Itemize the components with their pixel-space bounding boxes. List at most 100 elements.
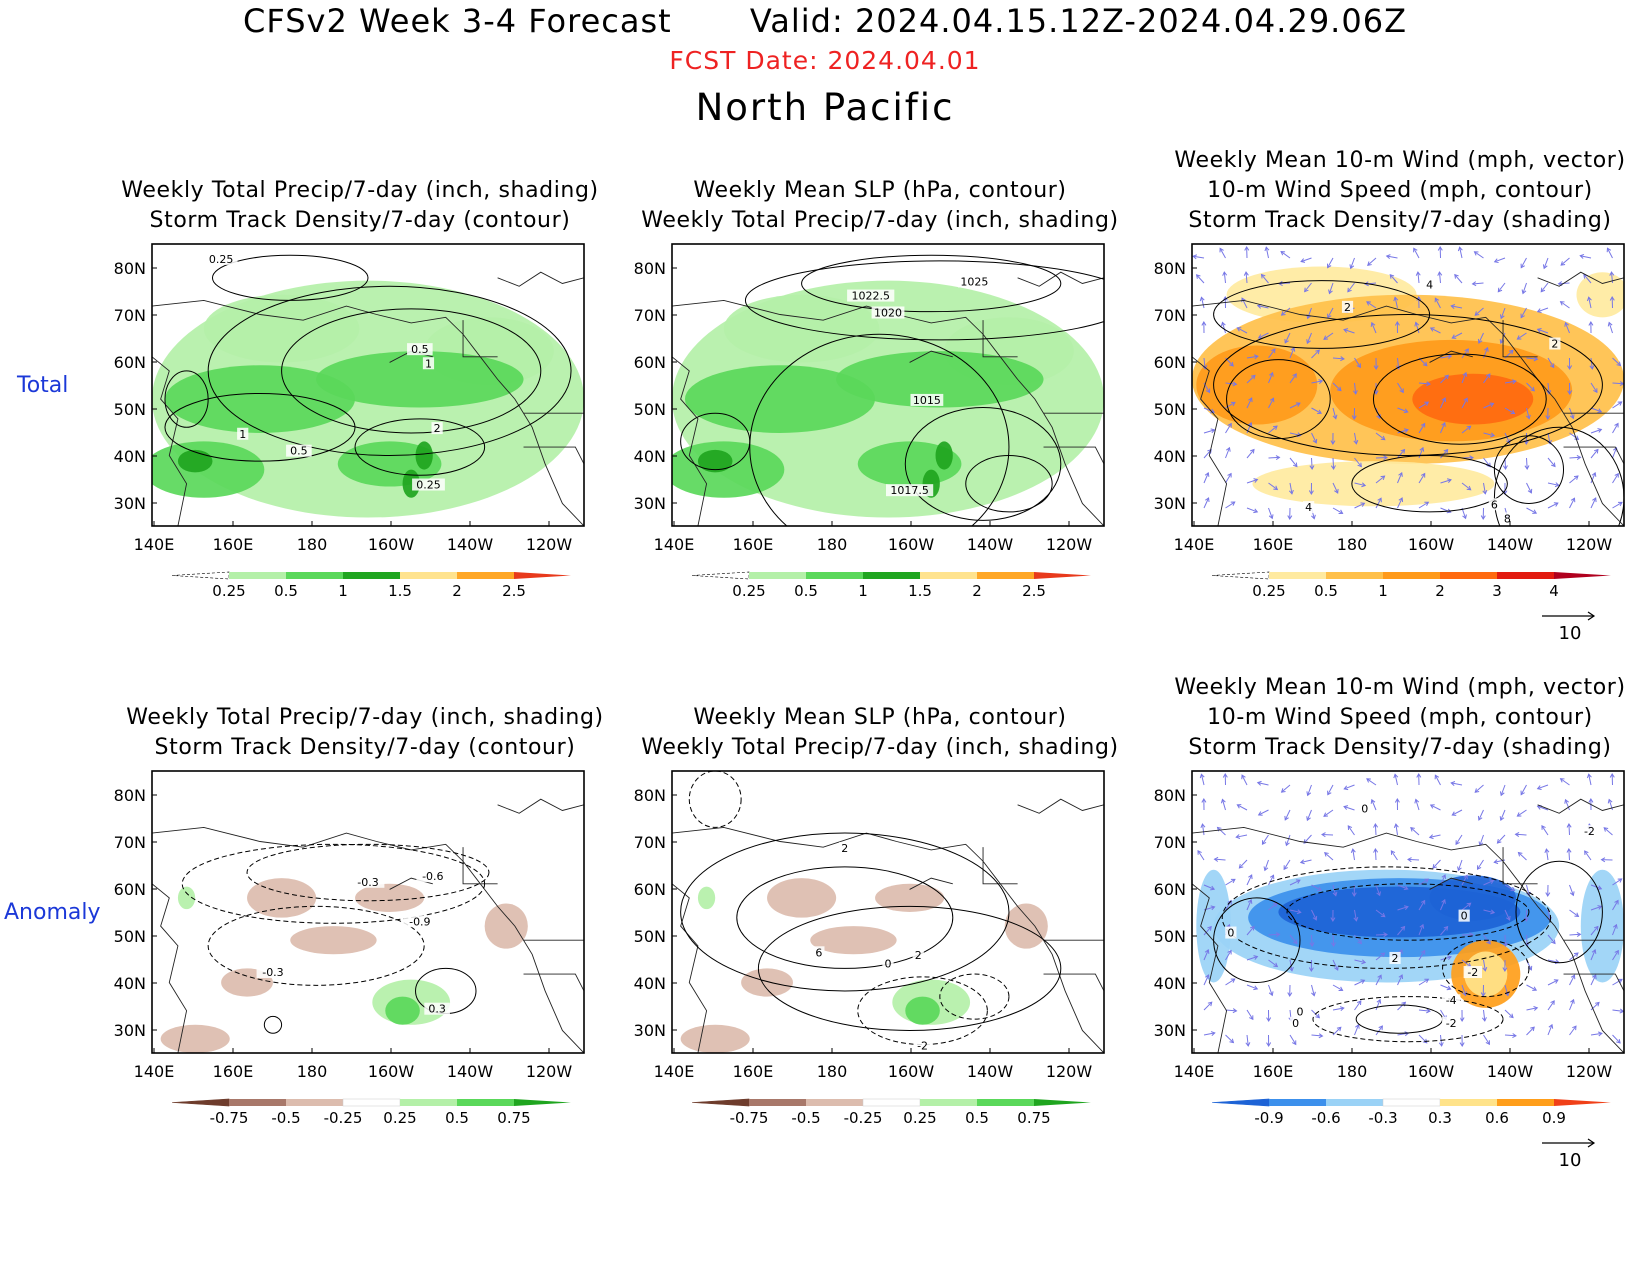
wind-vector bbox=[1590, 497, 1597, 509]
wind-vector-head bbox=[1283, 865, 1288, 871]
map-panel-total-wind: 4 2 2 68 4 80N 70N 60N 50N 40N 30N 140E 160E 180 160W 1… bbox=[1154, 243, 1625, 554]
wind-vector-head bbox=[1343, 805, 1349, 810]
wind-vector-head bbox=[1576, 931, 1582, 937]
wind-vector bbox=[1300, 859, 1312, 864]
wind-vector bbox=[1375, 475, 1385, 484]
wind-vector-head bbox=[1306, 816, 1311, 822]
wind-vector-head bbox=[1566, 823, 1572, 828]
wind-vector bbox=[1483, 482, 1486, 494]
wind-vector-head bbox=[1204, 497, 1210, 503]
contour-label: 2 bbox=[841, 842, 848, 855]
wind-vector bbox=[1332, 959, 1339, 971]
wind-vector-head bbox=[1496, 838, 1502, 844]
wind-vector bbox=[1375, 999, 1381, 1011]
wind-vector bbox=[1332, 934, 1335, 947]
wind-vector bbox=[1407, 858, 1420, 861]
wind-vector bbox=[1418, 950, 1426, 961]
wind-vector-head bbox=[1502, 465, 1508, 470]
wind-vector bbox=[1289, 482, 1293, 494]
wind-vector-head bbox=[1497, 287, 1503, 293]
wind-vector-head bbox=[1499, 314, 1505, 320]
wind-vector-head bbox=[1584, 850, 1589, 856]
lat-label: 50N bbox=[634, 400, 666, 419]
contour-label: 2 bbox=[915, 949, 922, 962]
colorbar-label: 0.6 bbox=[1485, 1109, 1509, 1127]
lat-label: 40N bbox=[1154, 974, 1186, 993]
contour-line bbox=[1372, 353, 1547, 445]
wind-vector-head bbox=[1481, 1017, 1487, 1022]
contour-label: -0.3 bbox=[262, 966, 283, 979]
colorbar-segment bbox=[1497, 572, 1554, 579]
colorbar-segment bbox=[806, 572, 863, 579]
coastline bbox=[497, 798, 584, 814]
contour-line bbox=[164, 392, 356, 462]
lon-label: 140W bbox=[447, 535, 494, 554]
wind-vector-head bbox=[1480, 515, 1486, 520]
wind-vector bbox=[1569, 974, 1575, 986]
coastline bbox=[1017, 798, 1104, 814]
wind-vector-head bbox=[1499, 816, 1505, 822]
wind-vector-head bbox=[1360, 502, 1366, 507]
wind-vector bbox=[1547, 1024, 1553, 1036]
contour-label: 6 bbox=[1491, 498, 1498, 511]
wind-vector bbox=[1457, 859, 1463, 871]
wind-vector bbox=[1590, 926, 1599, 936]
shading-region bbox=[1429, 875, 1517, 921]
wind-vector bbox=[1246, 479, 1258, 484]
wind-vector bbox=[1203, 1001, 1213, 1011]
colorbar-segment bbox=[342, 1098, 401, 1107]
lat-label: 50N bbox=[114, 400, 146, 419]
wind-vector-head bbox=[1464, 348, 1469, 354]
lon-label: 120W bbox=[526, 535, 573, 554]
wind-vector bbox=[1354, 909, 1357, 921]
wind-vector-head bbox=[1201, 321, 1207, 326]
wind-vector-head bbox=[1592, 974, 1597, 980]
wind-vector-head bbox=[1429, 804, 1435, 809]
wind-vector bbox=[1545, 849, 1549, 861]
shading-region bbox=[290, 926, 377, 955]
wind-vector-head bbox=[1463, 397, 1468, 403]
wind-vector-head bbox=[1291, 1040, 1297, 1046]
wind-vector-head bbox=[1542, 264, 1548, 270]
wind-vector-head bbox=[1426, 1008, 1431, 1014]
wind-vector-head bbox=[1450, 781, 1456, 786]
wind-vector bbox=[1547, 979, 1559, 986]
wind-vector-head bbox=[1597, 905, 1603, 910]
wind-vector bbox=[1200, 297, 1205, 309]
wind-vector-head bbox=[1287, 992, 1293, 997]
wind-vector bbox=[1569, 497, 1575, 509]
wind-vector-head bbox=[1230, 501, 1236, 506]
colorbar-label: 0.5 bbox=[965, 1109, 989, 1127]
contour-line bbox=[680, 412, 751, 471]
wind-vector bbox=[1560, 778, 1570, 786]
contour-label: -0.3 bbox=[357, 876, 378, 889]
contour-line bbox=[1442, 939, 1530, 998]
wind-vector bbox=[1497, 282, 1506, 293]
wind-vector-head bbox=[1330, 917, 1336, 922]
wind-vector bbox=[1268, 933, 1280, 936]
contour-label: 0 bbox=[1297, 1006, 1304, 1019]
lon-label: 140E bbox=[134, 535, 175, 554]
wind-vector bbox=[1483, 909, 1495, 914]
wind-vector-head bbox=[1243, 271, 1249, 276]
lat-label: 60N bbox=[634, 880, 666, 899]
wind-vector-head bbox=[1210, 885, 1216, 891]
wind-vector bbox=[1397, 884, 1408, 890]
wind-vector bbox=[1612, 357, 1621, 366]
contour-line bbox=[281, 308, 542, 434]
wind-vector bbox=[1504, 1009, 1514, 1018]
wind-vector-head bbox=[1334, 965, 1339, 971]
contour-line bbox=[354, 418, 486, 476]
wind-vector-head bbox=[1559, 301, 1565, 306]
map-frame bbox=[1191, 770, 1625, 1054]
wind-vector bbox=[1440, 374, 1449, 384]
wind-vector bbox=[1225, 423, 1232, 434]
wind-vector bbox=[1540, 282, 1549, 292]
wind-vector-head bbox=[1399, 388, 1404, 394]
wind-vector bbox=[1367, 257, 1377, 266]
wind-vector-head bbox=[1268, 991, 1274, 997]
wind-vector-head bbox=[1617, 501, 1623, 507]
lat-label: 70N bbox=[634, 306, 666, 325]
wind-vector bbox=[1560, 257, 1570, 266]
wind-vector bbox=[1327, 307, 1334, 318]
